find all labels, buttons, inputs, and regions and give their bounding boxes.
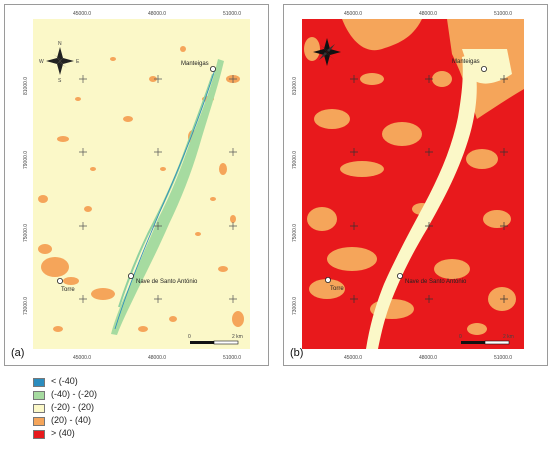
manteigas-marker-a <box>209 66 216 73</box>
coord-left-3-a: 75000.0 <box>23 224 29 242</box>
torre-label-b: Torre <box>330 286 344 292</box>
legend-swatch <box>33 417 45 426</box>
scalebar-b: 0 2 km <box>459 334 514 345</box>
map-a-coords: 45000.0 48000.0 51000.0 45000.0 48000.0 … <box>23 11 241 361</box>
nave-marker-a <box>128 272 135 279</box>
legend-item: > (40) <box>33 428 233 441</box>
panel-label-a: (a) <box>11 347 25 359</box>
svg-text:0: 0 <box>188 334 191 340</box>
coord-top-2-a: 48000.0 <box>148 11 166 17</box>
legend-item: (-20) - (20) <box>33 402 233 415</box>
coord-left-4-a: 73000.0 <box>23 297 29 315</box>
map-b-svg: Manteigas Nave de Santo António Torre 0 … <box>304 19 524 349</box>
map-a-svg: N S W E Manteigas Nave de Santo António … <box>38 41 244 345</box>
coord-top-3-a: 51000.0 <box>223 11 241 17</box>
coord-top-3-b: 51000.0 <box>494 11 512 17</box>
valley-stream-blue <box>114 68 216 330</box>
manteigas-label-a: Manteigas <box>181 61 209 67</box>
torre-marker-b <box>324 276 331 283</box>
map-a-raster: N S W E Manteigas Nave de Santo António … <box>33 19 250 349</box>
coord-left-2-a: 79000.0 <box>23 151 29 169</box>
svg-text:0: 0 <box>459 334 462 340</box>
valley-pale-band <box>366 54 477 349</box>
coord-left-1-a: 81000.0 <box>23 77 29 95</box>
map-a-grid-crosses <box>79 75 237 303</box>
compass-rose-a: N S W E <box>39 41 80 84</box>
compass-rose-b <box>313 38 341 66</box>
nave-label-a: Nave de Santo António <box>136 279 198 285</box>
legend-swatch <box>33 378 45 387</box>
panel-label-b: (b) <box>290 347 304 359</box>
legend-item: (-40) - (-20) <box>33 389 233 402</box>
map-panel-a: N S W E Manteigas Nave de Santo António … <box>4 4 269 366</box>
legend-item: < (-40) <box>33 376 233 389</box>
legend-label: > (40) <box>51 428 75 438</box>
coord-bottom-3-a: 51000.0 <box>223 355 241 361</box>
coord-top-1-b: 45000.0 <box>344 11 362 17</box>
coord-left-4-b: 73000.0 <box>292 297 298 315</box>
svg-text:2 km: 2 km <box>503 334 514 340</box>
map-b-raster: Manteigas Nave de Santo António Torre 0 … <box>302 19 524 349</box>
legend-label: (-20) - (20) <box>51 402 95 412</box>
manteigas-label-b: Manteigas <box>452 59 480 65</box>
torre-marker-a <box>56 277 63 284</box>
coord-bottom-2-a: 48000.0 <box>148 355 166 361</box>
nave-marker-b <box>397 272 404 279</box>
legend-item: (20) - (40) <box>33 415 233 428</box>
map-b-coords: 45000.0 48000.0 51000.0 45000.0 48000.0 … <box>292 11 512 361</box>
scalebar-a: 0 2 km <box>188 334 243 345</box>
coord-left-3-b: 75000.0 <box>292 224 298 242</box>
legend-label: < (-40) <box>51 376 78 386</box>
legend-swatch <box>33 430 45 439</box>
map-b-orange-patches <box>304 19 524 335</box>
coord-left-1-b: 81000.0 <box>292 77 298 95</box>
manteigas-pale-area <box>462 49 512 84</box>
svg-text:2 km: 2 km <box>232 334 243 340</box>
compass-e-a: E <box>76 59 80 65</box>
map-panel-b: Manteigas Nave de Santo António Torre 0 … <box>283 4 548 366</box>
map-b-grid-crosses <box>350 75 508 303</box>
compass-n-a: N <box>58 41 62 47</box>
valley-green-band <box>111 59 224 335</box>
legend-label: (20) - (40) <box>51 415 92 425</box>
coord-left-2-b: 79000.0 <box>292 151 298 169</box>
coord-bottom-1-b: 45000.0 <box>344 355 362 361</box>
compass-w-a: W <box>39 59 44 65</box>
legend-swatch <box>33 404 45 413</box>
torre-label-a: Torre <box>61 287 75 293</box>
manteigas-marker-b <box>480 66 487 73</box>
coord-top-2-b: 48000.0 <box>419 11 437 17</box>
map-legend: < (-40) (-40) - (-20) (-20) - (20) (20) … <box>33 376 233 441</box>
compass-s-a: S <box>58 78 62 84</box>
coord-top-1-a: 45000.0 <box>73 11 91 17</box>
coord-bottom-2-b: 48000.0 <box>419 355 437 361</box>
coord-bottom-1-a: 45000.0 <box>73 355 91 361</box>
legend-label: (-40) - (-20) <box>51 389 98 399</box>
nave-label-b: Nave de Santo António <box>405 279 467 285</box>
legend-swatch <box>33 391 45 400</box>
coord-bottom-3-b: 51000.0 <box>494 355 512 361</box>
